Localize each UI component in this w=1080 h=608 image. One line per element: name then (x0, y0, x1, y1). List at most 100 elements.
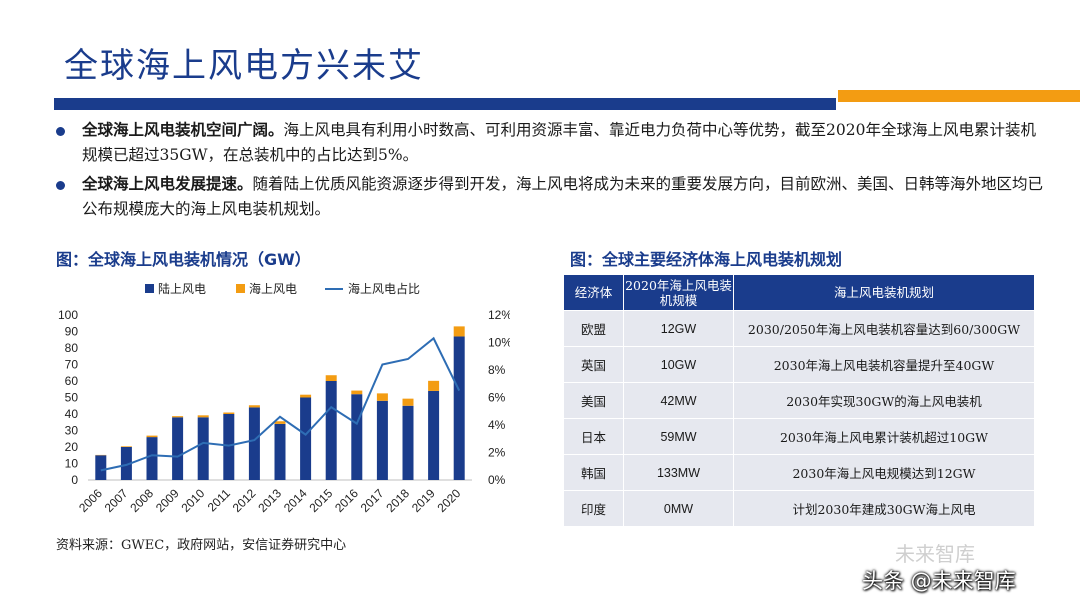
y-left-tick-label: 50 (65, 391, 79, 405)
table-row: 英国 10GW 2030年海上风电装机容量提升至40GW (563, 346, 1035, 383)
y-left-tick-label: 20 (65, 440, 79, 454)
y-right-tick-label: 6% (488, 391, 506, 405)
cell-economy: 韩国 (563, 454, 624, 491)
bullet-lead: 全球海上风电装机空间广阔。 (82, 121, 284, 139)
x-tick-label: 2015 (307, 486, 336, 515)
y-right-tick-label: 8% (488, 363, 506, 377)
y-left-tick-label: 10 (65, 457, 79, 471)
x-tick-label: 2006 (76, 486, 105, 515)
x-tick-label: 2020 (435, 486, 464, 515)
bar-offshore (402, 398, 414, 406)
cell-plan: 2030年海上风电累计装机超过10GW (733, 418, 1035, 455)
cell-plan: 计划2030年建成30GW海上风电 (733, 490, 1035, 527)
bullet-text: 随着陆上优质风能资源逐步得到开发，海上风电将成为未来的重要发展方向，目前欧洲、美… (82, 175, 1044, 218)
bar-offshore (300, 394, 312, 398)
x-tick-label: 2019 (409, 486, 438, 515)
bar-onshore (376, 400, 388, 480)
cell-scale: 133MW (623, 454, 734, 491)
cell-economy: 美国 (563, 382, 624, 419)
cell-scale: 10GW (623, 346, 734, 383)
bar-offshore (120, 446, 132, 447)
table-row: 日本 59MW 2030年海上风电累计装机超过10GW (563, 418, 1035, 455)
header-plan: 海上风电装机规划 (733, 274, 1035, 311)
y-right-tick-label: 2% (488, 446, 506, 460)
bar-onshore (325, 381, 337, 480)
legend-label-onshore: 陆上风电 (158, 281, 206, 296)
cell-scale: 12GW (623, 310, 734, 347)
bar-offshore (248, 405, 260, 408)
bullet-item: 全球海上风电发展提速。随着陆上优质风能资源逐步得到开发，海上风电将成为未来的重要… (56, 172, 1046, 222)
watermark: 头条 @未来智库 (862, 569, 1016, 593)
y-right-tick-label: 4% (488, 418, 506, 432)
y-left-tick-label: 60 (65, 374, 79, 388)
bullet-dot-icon (56, 127, 65, 136)
bar-offshore (325, 375, 337, 381)
x-tick-label: 2018 (383, 486, 412, 515)
cell-economy: 英国 (563, 346, 624, 383)
y-left-tick-label: 0 (71, 473, 78, 487)
bar-onshore (120, 447, 132, 480)
x-tick-label: 2008 (127, 486, 156, 515)
y-left-tick-label: 90 (65, 325, 79, 339)
bar-offshore (351, 390, 363, 395)
x-tick-label: 2016 (332, 486, 361, 515)
bar-offshore (146, 435, 158, 438)
title-underline-orange (838, 90, 1080, 102)
watermark-logo-text: 未来智库 (895, 542, 975, 566)
y-left-tick-label: 100 (58, 308, 78, 322)
installation-chart: 0 10 20 30 40 50 60 70 80 90 100 0% 2% 4% 6% 8% 10% 12% 20… (58, 281, 510, 515)
cell-plan: 2030年实现30GW的海上风电装机 (733, 382, 1035, 419)
x-tick-label: 2017 (358, 486, 387, 515)
cell-plan: 2030年海上风电规模达到12GW (733, 454, 1035, 491)
cell-economy: 欧盟 (563, 310, 624, 347)
table-row: 印度 0MW 计划2030年建成30GW海上风电 (563, 490, 1035, 527)
bullet-lead: 全球海上风电发展提速。 (82, 175, 253, 193)
y-right-tick-label: 0% (488, 473, 506, 487)
table-row: 美国 42MW 2030年实现30GW的海上风电装机 (563, 382, 1035, 419)
table-header-row: 经济体 2020年海上风电装机规模 海上风电装机规划 (563, 274, 1035, 311)
bar-onshore (274, 423, 286, 480)
legend-swatch-onshore (145, 284, 154, 293)
cell-plan: 2030/2050年海上风电装机容量达到60/300GW (733, 310, 1035, 347)
x-tick-label: 2007 (102, 486, 131, 515)
y-left-tick-label: 80 (65, 341, 79, 355)
bar-onshore (402, 405, 414, 480)
source-note: 资料来源：GWEC，政府网站，安信证券研究中心 (56, 538, 347, 553)
x-tick-label: 2012 (230, 486, 259, 515)
bar-onshore (453, 336, 465, 480)
x-tick-label: 2014 (281, 486, 310, 515)
cell-economy: 印度 (563, 490, 624, 527)
table-row: 欧盟 12GW 2030/2050年海上风电装机容量达到60/300GW (563, 310, 1035, 347)
x-tick-label: 2013 (255, 486, 284, 515)
header-economy: 经济体 (563, 274, 624, 311)
table-row: 韩国 133MW 2030年海上风电规模达到12GW (563, 454, 1035, 491)
y-right-tick-label: 12% (488, 308, 510, 322)
bar-offshore (376, 393, 388, 401)
y-left-tick-label: 30 (65, 424, 79, 438)
y-right-tick-label: 10% (488, 336, 510, 350)
cell-scale: 42MW (623, 382, 734, 419)
bullet-dot-icon (56, 181, 65, 190)
chart-title: 图：全球海上风电装机情况（GW） (56, 250, 311, 269)
legend-label-share: 海上风电占比 (348, 281, 420, 296)
bar-onshore (172, 417, 184, 480)
bar-offshore (428, 380, 440, 391)
bar-offshore (172, 416, 184, 418)
cell-scale: 59MW (623, 418, 734, 455)
title-underline-blue (54, 98, 836, 110)
legend-swatch-offshore (236, 284, 245, 293)
y-left-tick-label: 70 (65, 358, 79, 372)
bar-onshore (223, 414, 235, 480)
page-title: 全球海上风电方兴未艾 (64, 46, 424, 86)
bullet-item: 全球海上风电装机空间广阔。海上风电具有利用小时数高、可利用资源丰富、靠近电力负荷… (56, 118, 1046, 168)
bar-offshore (197, 415, 209, 418)
cell-scale: 0MW (623, 490, 734, 527)
plan-table: 经济体 2020年海上风电装机规模 海上风电装机规划 欧盟 12GW 2030/… (563, 274, 1035, 527)
bar-onshore (197, 417, 209, 480)
bar-offshore (223, 412, 235, 414)
cell-economy: 日本 (563, 418, 624, 455)
bar-onshore (351, 394, 363, 480)
table-title: 图：全球主要经济体海上风电装机规划 (570, 250, 843, 269)
bar-onshore (248, 407, 260, 480)
bar-onshore (428, 390, 440, 480)
